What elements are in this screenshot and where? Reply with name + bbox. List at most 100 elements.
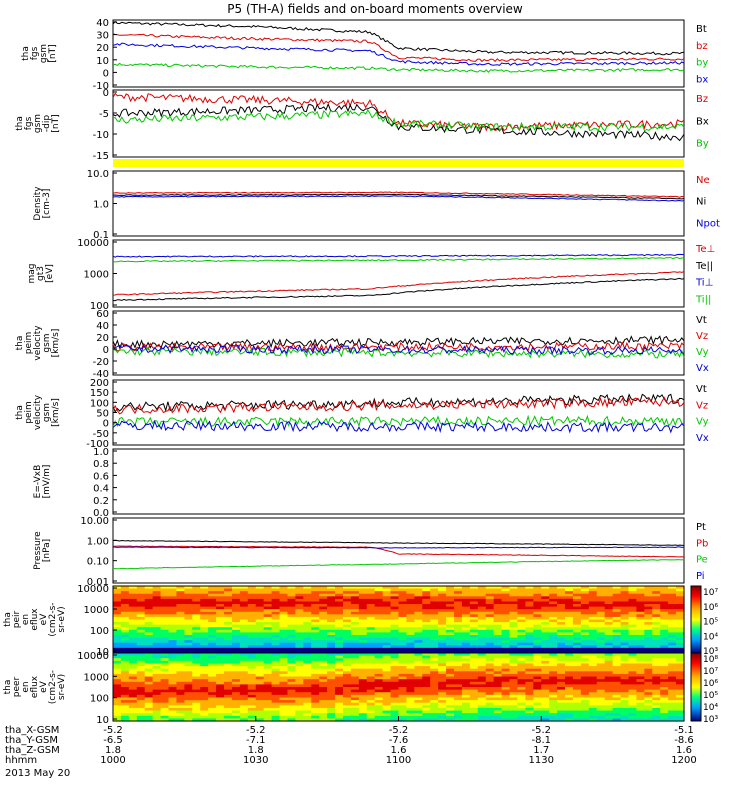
heatmap-cell: [406, 640, 415, 644]
heatmap-cell: [192, 642, 201, 646]
heatmap-cell: [557, 671, 566, 675]
heatmap-cell: [311, 707, 320, 712]
heatmap-cell: [350, 653, 360, 657]
heatmap-cell: [398, 715, 408, 719]
heatmap-cell: [160, 586, 170, 590]
heatmap-cell: [414, 616, 423, 621]
heatmap-cell: [287, 697, 297, 701]
heatmap-cell: [200, 681, 209, 685]
heatmap-cell: [652, 692, 661, 696]
heatmap-cell: [239, 710, 249, 714]
heatmap-cell: [612, 676, 622, 680]
heatmap-cell: [120, 655, 130, 659]
heatmap-cell: [335, 694, 344, 699]
heatmap-cell: [461, 596, 471, 600]
heatmap-cell: [311, 689, 320, 693]
heatmap-cell: [224, 598, 233, 603]
heatmap-cell: [192, 700, 201, 704]
heatmap-cell: [287, 619, 297, 623]
heatmap-cell: [572, 687, 582, 691]
heatmap-cell: [660, 713, 669, 717]
heatmap-cell: [612, 627, 622, 631]
heatmap-cell: [588, 660, 598, 665]
heatmap-cell: [469, 634, 479, 639]
heatmap-cell: [612, 694, 622, 699]
heatmap-cell: [469, 681, 479, 685]
heatmap-cell: [533, 710, 542, 714]
heatmap-cell: [239, 640, 249, 644]
heatmap-cell: [120, 642, 130, 646]
heatmap-cell: [255, 694, 265, 699]
heatmap-cell: [113, 687, 122, 691]
heatmap-cell: [303, 616, 312, 621]
legend-label: Pb: [696, 538, 708, 549]
heatmap-cell: [176, 634, 185, 639]
heatmap-cell: [541, 593, 550, 597]
heatmap-cell: [239, 622, 249, 626]
heatmap-cell: [342, 705, 352, 709]
heatmap-cell: [239, 681, 249, 685]
heatmap-cell: [572, 622, 582, 626]
heatmap-cell: [612, 606, 622, 610]
heatmap-cell: [469, 671, 479, 675]
heatmap-cell: [406, 586, 415, 590]
heatmap-cell: [620, 588, 630, 592]
x-row-value: 1130: [529, 755, 554, 766]
heatmap-cell: [557, 673, 566, 678]
heatmap-cell: [366, 632, 376, 636]
heatmap-cell: [588, 655, 598, 659]
heatmap-cell: [239, 650, 249, 654]
heatmap-cell: [668, 650, 677, 654]
heatmap-cell: [612, 588, 622, 592]
heatmap-cell: [676, 689, 685, 693]
heatmap-cell: [390, 645, 400, 649]
heatmap-cell: [644, 627, 653, 631]
heatmap-cell: [422, 588, 431, 592]
heatmap-cell: [192, 710, 201, 714]
heatmap-cell: [231, 700, 241, 704]
heatmap-cell: [422, 694, 431, 699]
heatmap-cell: [628, 694, 638, 699]
heatmap-cell: [660, 611, 669, 615]
heatmap-cell: [398, 596, 408, 600]
heatmap-cell: [279, 679, 289, 683]
heatmap-cell: [604, 715, 614, 719]
heatmap-cell: [676, 705, 685, 709]
heatmap-cell: [406, 606, 415, 610]
y-tick-label: 0: [103, 88, 109, 99]
heatmap-cell: [184, 666, 193, 670]
heatmap-cell: [612, 705, 622, 709]
heatmap-cell: [311, 694, 320, 699]
heatmap-cell: [247, 647, 257, 652]
heatmap-cell: [120, 619, 130, 623]
heatmap-cell: [668, 668, 677, 672]
heatmap-cell: [128, 666, 138, 670]
heatmap-cell: [279, 634, 289, 639]
heatmap-cell: [136, 645, 146, 649]
heatmap-cell: [517, 668, 526, 672]
heatmap-cell: [128, 660, 138, 665]
heatmap-cell: [184, 586, 193, 590]
heatmap-cell: [454, 676, 463, 680]
heatmap-cell: [128, 640, 138, 644]
heatmap-cell: [485, 634, 495, 639]
heatmap-cell: [517, 702, 526, 706]
heatmap-cell: [636, 655, 645, 659]
heatmap-cell: [342, 634, 352, 639]
heatmap-cell: [557, 705, 566, 709]
heatmap-cell: [477, 687, 487, 691]
heatmap-cell: [327, 624, 336, 628]
heatmap-cell: [350, 668, 360, 672]
heatmap-cell: [239, 718, 249, 722]
heatmap-cell: [366, 647, 376, 652]
heatmap-cell: [557, 697, 566, 701]
heatmap-cell: [152, 647, 162, 652]
heatmap-cell: [255, 640, 265, 644]
heatmap-cell: [660, 715, 669, 719]
heatmap-cell: [224, 694, 233, 699]
heatmap-cell: [596, 647, 606, 652]
heatmap-cell: [239, 586, 249, 590]
heatmap-cell: [247, 611, 257, 615]
y-axis-label: Pressure: [33, 531, 43, 570]
heatmap-cell: [676, 668, 685, 672]
